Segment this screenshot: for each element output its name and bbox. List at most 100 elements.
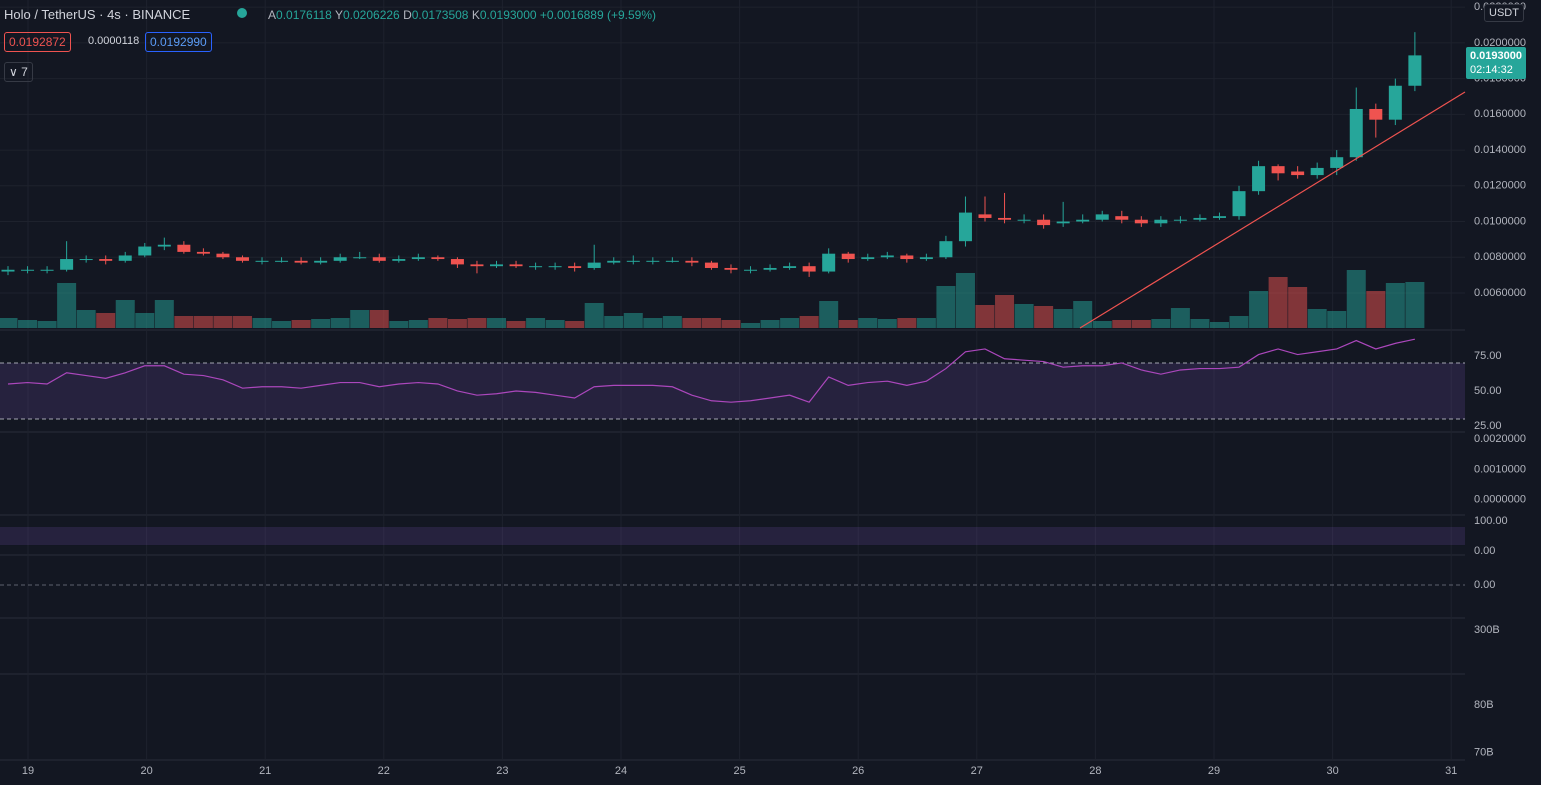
candle-body: [568, 266, 582, 268]
candle-body: [704, 262, 718, 268]
volume-bar: [1249, 291, 1269, 328]
candle-body: [1134, 219, 1148, 224]
x-tick-label: 19: [22, 765, 34, 777]
candle-body: [646, 260, 660, 262]
indicators-toggle[interactable]: ∨ 7: [4, 62, 33, 82]
candle-body: [822, 253, 836, 272]
candle-body: [1, 269, 15, 272]
x-tick-label: 20: [140, 765, 152, 777]
ohlc: A0.0176118 Y0.0206226 D0.0173508 K0.0193…: [268, 8, 656, 22]
volume-bar: [916, 318, 936, 328]
candle-body: [21, 269, 35, 271]
candle-body: [411, 257, 425, 260]
volume-bar: [428, 318, 448, 328]
candle-body: [157, 244, 171, 247]
candle-body: [509, 264, 523, 267]
volume-bar: [330, 318, 350, 328]
volume-bar: [154, 300, 174, 328]
bid[interactable]: 0.0192872: [4, 32, 71, 52]
candle-body: [607, 260, 621, 263]
stoch-band: [0, 527, 1465, 546]
x-tick-label: 26: [852, 765, 864, 777]
candle-body: [1330, 157, 1344, 168]
volume-bar: [1366, 291, 1386, 328]
candle-body: [60, 259, 74, 270]
volume-bar: [623, 313, 643, 328]
volume-bar: [897, 318, 917, 328]
candle-body: [314, 260, 328, 263]
volume-bar: [584, 303, 604, 328]
price-tag: 0.0193000 02:14:32: [1466, 47, 1526, 79]
rsi-line: [7, 338, 1416, 403]
y-tick-label: 0.0160000: [1474, 108, 1526, 120]
candle-body: [861, 257, 875, 260]
y-tick-label: 0.0060000: [1474, 287, 1526, 299]
last-price: 0.0193000: [1470, 50, 1522, 62]
status-dot: [237, 8, 247, 18]
trend-line: [1079, 91, 1466, 329]
candle-body: [1252, 166, 1266, 192]
volume-bar: [1288, 287, 1308, 328]
candle-body: [958, 212, 972, 242]
candle-body: [1232, 191, 1246, 217]
volume-bar: [1034, 306, 1054, 328]
candle-body: [235, 257, 249, 261]
y-tick-label: 0.00: [1474, 579, 1495, 591]
candle-body: [1212, 216, 1226, 218]
volume-bar: [1190, 319, 1210, 328]
volume-bar: [995, 295, 1015, 328]
volume-bar: [975, 305, 995, 328]
candle-body: [138, 246, 152, 256]
candle-body: [431, 257, 445, 260]
ask[interactable]: 0.0192990: [145, 32, 212, 52]
ohlc-value: 0.0176118: [276, 8, 332, 22]
volume-bar: [1112, 320, 1132, 328]
volume-bar: [37, 321, 57, 328]
volume-bar: [506, 321, 526, 328]
currency[interactable]: USDT: [1484, 4, 1524, 22]
y-tick-label: 300B: [1474, 624, 1500, 636]
candle-body: [978, 214, 992, 218]
volume-bar: [526, 318, 546, 328]
candle-body: [1076, 219, 1090, 222]
volume-bar: [252, 318, 272, 328]
candle-body: [1037, 219, 1051, 226]
volume-bar: [819, 301, 839, 328]
candle-body: [1115, 216, 1129, 220]
candle-body: [118, 255, 132, 261]
volume-bar: [0, 318, 18, 328]
candle-body: [1310, 167, 1324, 176]
y-tick-label: 0.0010000: [1474, 463, 1526, 475]
volume-bar: [487, 318, 506, 328]
candle-body: [880, 255, 894, 258]
volume-bar: [1151, 319, 1171, 328]
ohlc-label: D: [403, 8, 412, 22]
candle-body: [626, 260, 640, 262]
symbol[interactable]: Holo / TetherUS · 4s · BINANCE: [4, 7, 191, 22]
candle-body: [998, 217, 1012, 220]
volume-bar: [682, 318, 702, 328]
x-tick-label: 24: [615, 765, 627, 777]
volume-bar: [291, 320, 311, 328]
volume-bar: [1053, 309, 1073, 328]
volume-bar: [135, 313, 155, 328]
volume-bar: [1268, 277, 1288, 328]
volume-bar: [232, 316, 252, 328]
volume-bar: [76, 310, 96, 328]
volume-bar: [18, 320, 38, 328]
candle-body: [529, 266, 543, 268]
x-tick-label: 25: [733, 765, 745, 777]
volume-bar: [701, 318, 721, 328]
spread: 0.0000118: [88, 35, 140, 47]
candle-body: [1154, 219, 1168, 224]
y-tick-label: 80B: [1474, 699, 1494, 711]
volume-bar: [1209, 322, 1229, 328]
candle-body: [1056, 221, 1070, 224]
volume-bar: [1073, 301, 1093, 328]
x-tick-label: 21: [259, 765, 271, 777]
ohlc-label: K: [471, 8, 480, 22]
volume-bar: [447, 319, 467, 328]
y-tick-label: 70B: [1474, 747, 1494, 759]
